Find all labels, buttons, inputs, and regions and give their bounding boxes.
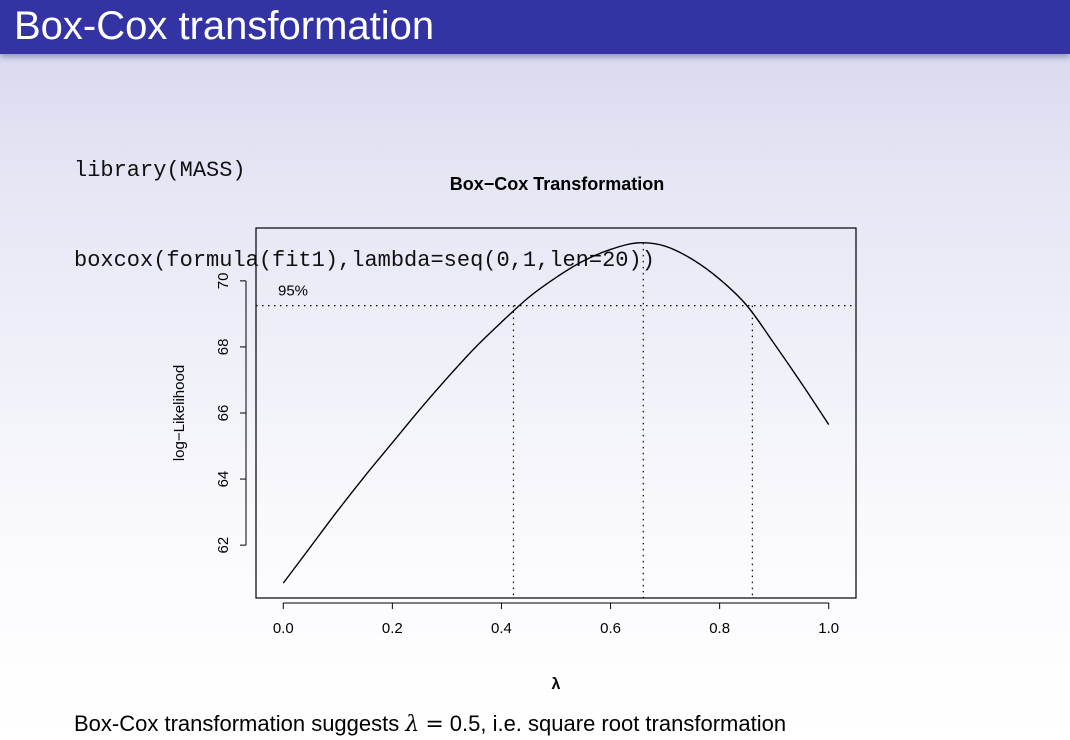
code-line-2: boxcox(formula(fit1),lambda=seq(0,1,len=… (74, 248, 655, 273)
code-line-1: library(MASS) (74, 158, 246, 183)
y-tick-label: 68 (215, 339, 232, 356)
caption: Box-Cox transformation suggests λ = 0.5, i… (74, 709, 786, 740)
y-axis-label: log−Likelihood (171, 365, 188, 461)
lambda-symbol: λ (405, 712, 420, 737)
y-tick-label: 66 (215, 405, 232, 422)
x-tick-label: 0.8 (709, 620, 730, 637)
slide-title: Box-Cox transformation (14, 4, 435, 48)
x-tick-label: 0.2 (382, 620, 403, 637)
y-tick-label: 62 (215, 537, 232, 554)
x-axis: 0.0 0.2 0.4 0.6 0.8 1.0 (273, 602, 839, 637)
equals-sign: = (425, 712, 444, 737)
x-tick-label: 0.6 (600, 620, 621, 637)
confidence-lines (256, 242, 856, 598)
y-axis: 62 64 66 68 70 (215, 273, 247, 554)
x-axis-label: λ (552, 676, 561, 693)
chart-title: Box−Cox Transformation (450, 174, 665, 194)
x-tick-label: 0.0 (273, 620, 294, 637)
y-tick-label: 64 (215, 471, 232, 488)
caption-suffix: 0.5, i.e. square root transformation (449, 711, 787, 736)
y-tick-label: 70 (215, 273, 232, 290)
x-tick-label: 0.4 (491, 620, 512, 637)
title-bar: Box-Cox transformation (0, 0, 1070, 54)
ci-label: 95% (278, 283, 308, 300)
x-tick-label: 1.0 (818, 620, 839, 637)
log-likelihood-curve (282, 242, 830, 584)
caption-prefix: Box-Cox transformation suggests (74, 711, 406, 736)
code-block: library(MASS) boxcox(formula(fit1),lambd… (74, 96, 655, 306)
plot-frame (255, 227, 857, 599)
